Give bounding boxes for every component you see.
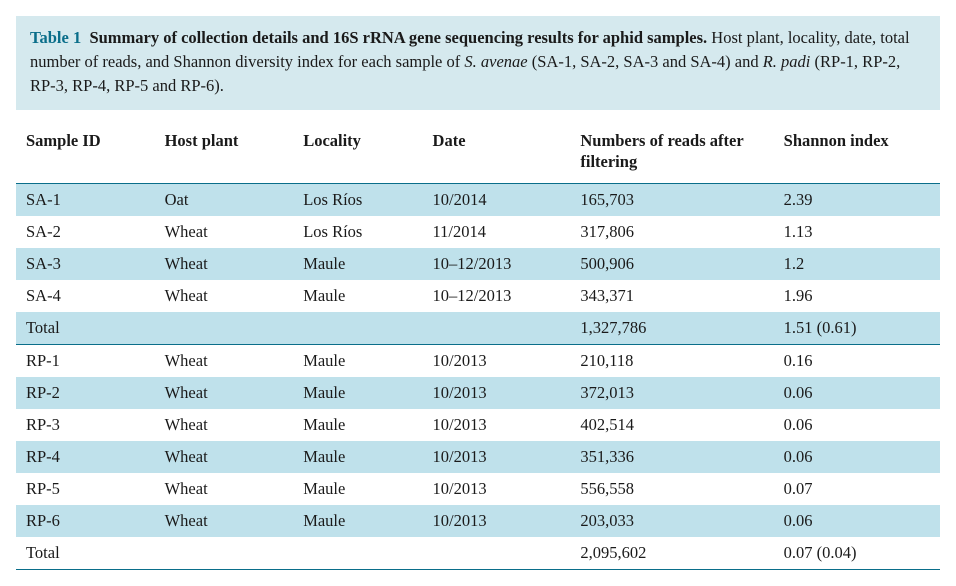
cell-locality: Maule: [293, 344, 422, 377]
table-row: SA-3WheatMaule10–12/2013500,9061.2: [16, 248, 940, 280]
cell-date: 10/2014: [423, 183, 571, 216]
cell-reads: 317,806: [570, 216, 773, 248]
table-row: SA-1OatLos Ríos10/2014165,7032.39: [16, 183, 940, 216]
cell-date: 10/2013: [423, 441, 571, 473]
cell-locality: Maule: [293, 377, 422, 409]
cell-host: [155, 537, 294, 570]
col-header-shannon: Shannon index: [774, 124, 940, 183]
cell-reads: 165,703: [570, 183, 773, 216]
cell-locality: Maule: [293, 409, 422, 441]
cell-host: Wheat: [155, 409, 294, 441]
cell-locality: Los Ríos: [293, 183, 422, 216]
cell-reads: 351,336: [570, 441, 773, 473]
cell-locality: Los Ríos: [293, 216, 422, 248]
species-1: S. avenae: [464, 52, 527, 71]
species-2: R. padi: [763, 52, 811, 71]
table-row: RP-2WheatMaule10/2013372,0130.06: [16, 377, 940, 409]
cell-locality: Maule: [293, 473, 422, 505]
cell-locality: Maule: [293, 441, 422, 473]
cell-sample: SA-4: [16, 280, 155, 312]
cell-locality: Maule: [293, 280, 422, 312]
cell-sample: SA-1: [16, 183, 155, 216]
cell-sample: SA-3: [16, 248, 155, 280]
cell-host: Wheat: [155, 473, 294, 505]
cell-date: [423, 537, 571, 570]
cell-sample: RP-6: [16, 505, 155, 537]
cell-locality: [293, 537, 422, 570]
cell-reads: 402,514: [570, 409, 773, 441]
table-row: Total 2,095,6020.07 (0.04): [16, 537, 940, 570]
cell-date: 11/2014: [423, 216, 571, 248]
table-label: Table 1: [30, 28, 81, 47]
cell-host: Wheat: [155, 505, 294, 537]
cell-date: 10/2013: [423, 344, 571, 377]
cell-host: Oat: [155, 183, 294, 216]
col-header-sample: Sample ID: [16, 124, 155, 183]
cell-shannon: 0.06: [774, 377, 940, 409]
cell-reads: 372,013: [570, 377, 773, 409]
cell-host: Wheat: [155, 377, 294, 409]
cell-reads: 343,371: [570, 280, 773, 312]
cell-host: Wheat: [155, 248, 294, 280]
table-body: SA-1OatLos Ríos10/2014165,7032.39SA-2Whe…: [16, 183, 940, 569]
header-row: Sample ID Host plant Locality Date Numbe…: [16, 124, 940, 183]
cell-locality: [293, 312, 422, 345]
cell-reads: 210,118: [570, 344, 773, 377]
col-header-reads: Numbers of reads after filtering: [570, 124, 773, 183]
cell-shannon: 0.06: [774, 409, 940, 441]
table-row: RP-3WheatMaule10/2013402,5140.06: [16, 409, 940, 441]
table-caption: Table 1 Summary of collection details an…: [16, 16, 940, 110]
cell-reads: 1,327,786: [570, 312, 773, 345]
cell-locality: Maule: [293, 505, 422, 537]
cell-sample: RP-4: [16, 441, 155, 473]
table-row: RP-1WheatMaule10/2013210,1180.16: [16, 344, 940, 377]
cell-host: Wheat: [155, 344, 294, 377]
cell-shannon: 1.13: [774, 216, 940, 248]
table-row: Total 1,327,7861.51 (0.61): [16, 312, 940, 345]
cell-shannon: 1.96: [774, 280, 940, 312]
data-table: Sample ID Host plant Locality Date Numbe…: [16, 124, 940, 570]
cell-sample: RP-3: [16, 409, 155, 441]
cell-reads: 2,095,602: [570, 537, 773, 570]
cell-date: 10/2013: [423, 409, 571, 441]
caption-body-mid: (SA-1, SA-2, SA-3 and SA-4) and: [528, 52, 763, 71]
cell-reads: 203,033: [570, 505, 773, 537]
cell-date: [423, 312, 571, 345]
cell-shannon: 1.51 (0.61): [774, 312, 940, 345]
cell-shannon: 0.16: [774, 344, 940, 377]
cell-shannon: 2.39: [774, 183, 940, 216]
cell-reads: 500,906: [570, 248, 773, 280]
cell-host: Wheat: [155, 216, 294, 248]
cell-sample: RP-1: [16, 344, 155, 377]
cell-sample: Total: [16, 312, 155, 345]
table-row: RP-5WheatMaule10/2013556,5580.07: [16, 473, 940, 505]
table-title: Summary of collection details and 16S rR…: [89, 28, 707, 47]
cell-sample: RP-5: [16, 473, 155, 505]
cell-sample: RP-2: [16, 377, 155, 409]
cell-sample: Total: [16, 537, 155, 570]
cell-date: 10/2013: [423, 377, 571, 409]
col-header-host: Host plant: [155, 124, 294, 183]
cell-sample: SA-2: [16, 216, 155, 248]
table-row: SA-2WheatLos Ríos11/2014317,8061.13: [16, 216, 940, 248]
cell-date: 10/2013: [423, 505, 571, 537]
cell-locality: Maule: [293, 248, 422, 280]
cell-shannon: 0.06: [774, 505, 940, 537]
cell-date: 10–12/2013: [423, 280, 571, 312]
cell-date: 10/2013: [423, 473, 571, 505]
table-row: RP-4WheatMaule10/2013351,3360.06: [16, 441, 940, 473]
cell-shannon: 0.06: [774, 441, 940, 473]
cell-host: Wheat: [155, 441, 294, 473]
table-row: SA-4WheatMaule10–12/2013343,3711.96: [16, 280, 940, 312]
cell-shannon: 0.07: [774, 473, 940, 505]
col-header-date: Date: [423, 124, 571, 183]
cell-date: 10–12/2013: [423, 248, 571, 280]
cell-shannon: 0.07 (0.04): [774, 537, 940, 570]
table-row: RP-6WheatMaule10/2013203,0330.06: [16, 505, 940, 537]
cell-reads: 556,558: [570, 473, 773, 505]
cell-host: [155, 312, 294, 345]
col-header-locality: Locality: [293, 124, 422, 183]
cell-host: Wheat: [155, 280, 294, 312]
cell-shannon: 1.2: [774, 248, 940, 280]
